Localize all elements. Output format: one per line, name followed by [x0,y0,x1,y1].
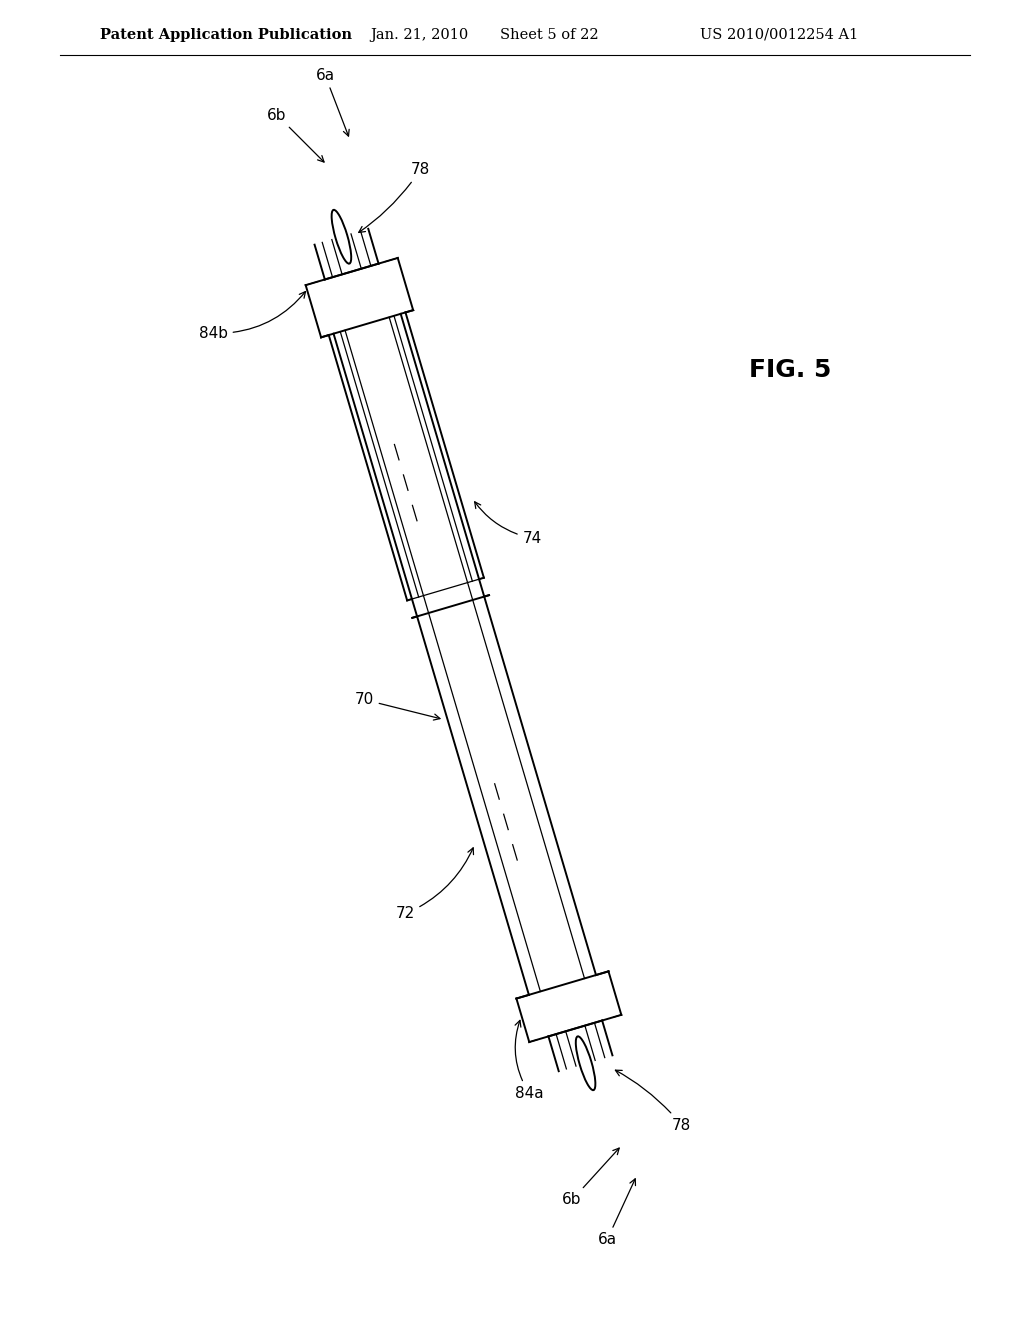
Text: 6b: 6b [562,1148,620,1208]
Text: 6b: 6b [267,107,324,162]
Text: Patent Application Publication: Patent Application Publication [100,28,352,42]
Text: Jan. 21, 2010: Jan. 21, 2010 [370,28,468,42]
Text: Sheet 5 of 22: Sheet 5 of 22 [500,28,599,42]
Text: 6a: 6a [597,1179,636,1247]
Text: 78: 78 [358,162,430,232]
Text: 72: 72 [395,847,473,921]
Text: US 2010/0012254 A1: US 2010/0012254 A1 [700,28,858,42]
Text: 6a: 6a [315,67,349,136]
Text: 84b: 84b [199,292,305,341]
Text: 78: 78 [615,1071,691,1133]
Text: FIG. 5: FIG. 5 [749,358,831,381]
Text: 70: 70 [354,692,440,721]
Text: 84a: 84a [515,1020,544,1101]
Text: 74: 74 [475,502,542,546]
